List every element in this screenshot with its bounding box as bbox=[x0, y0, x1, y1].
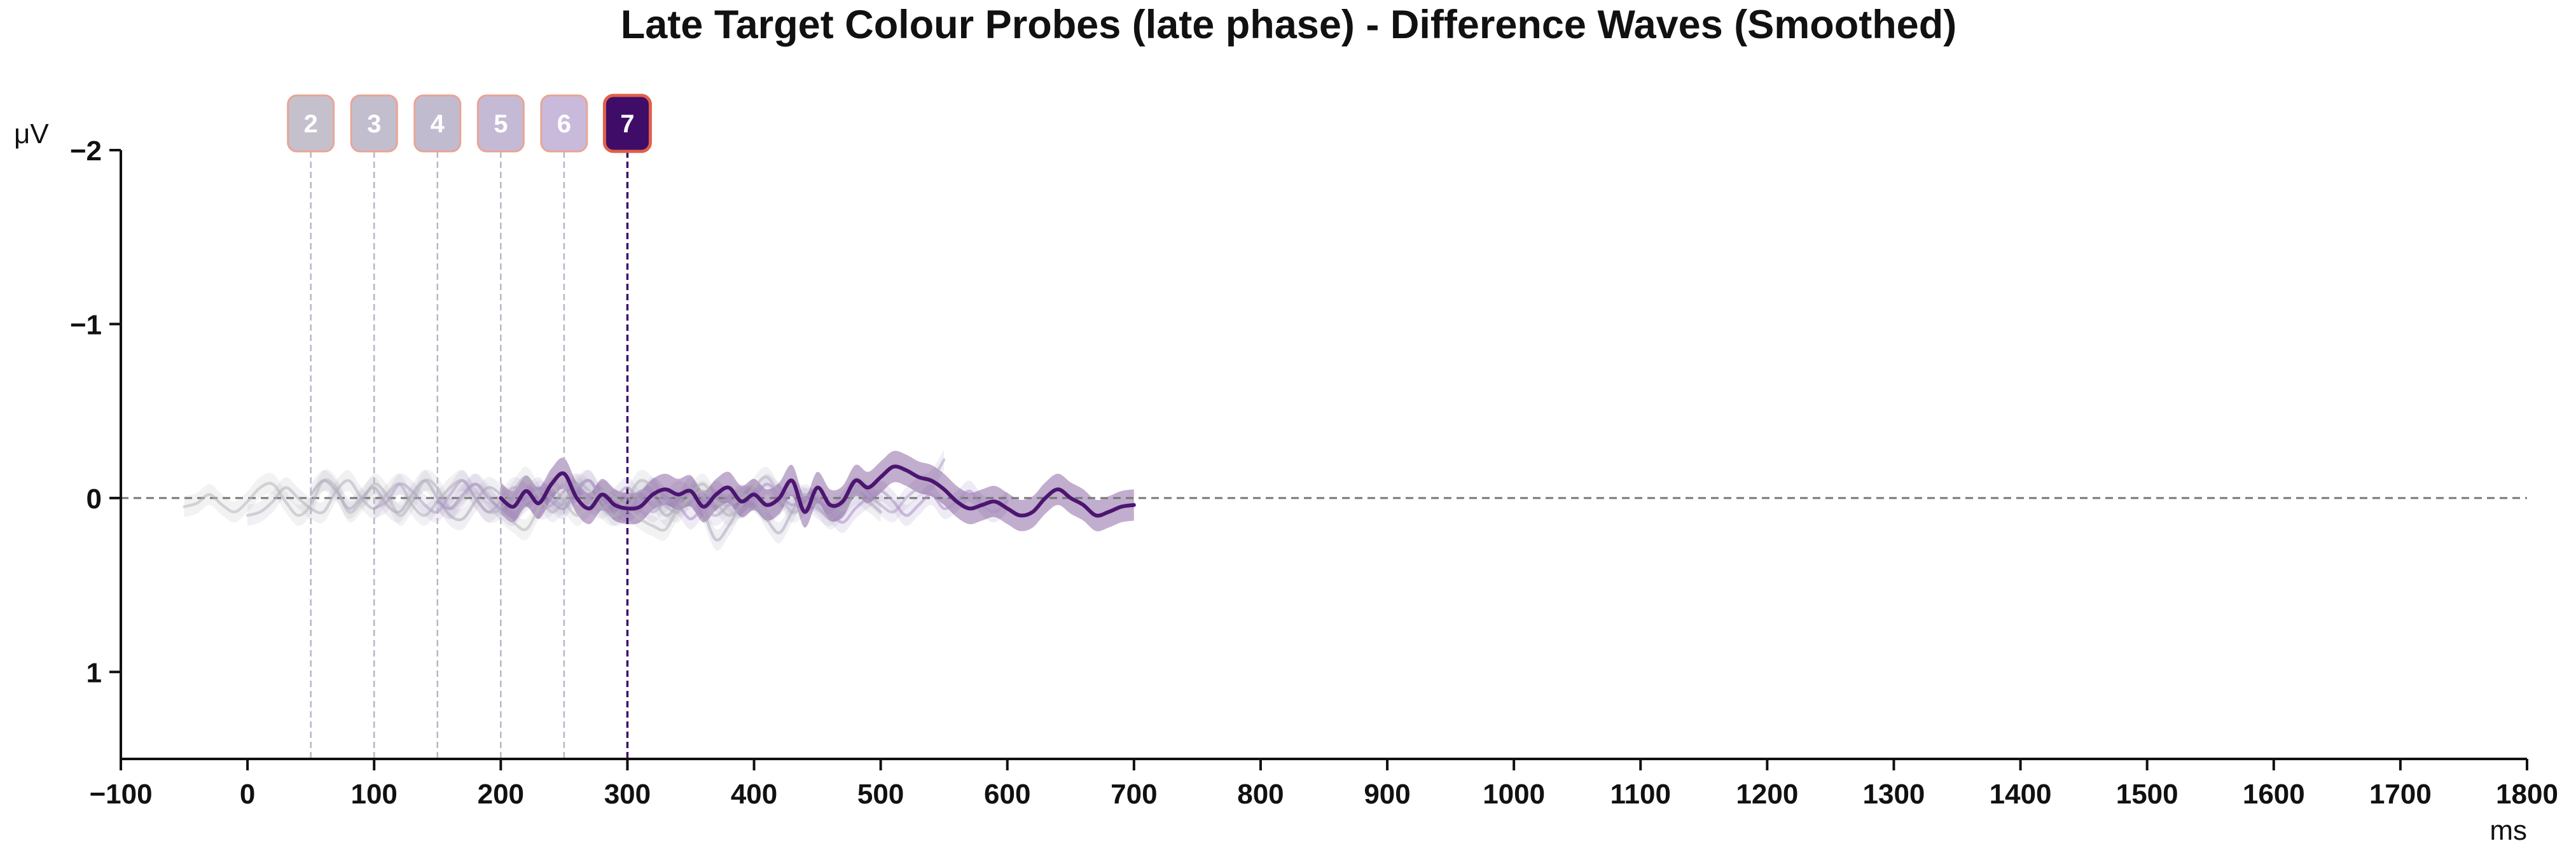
probe-marker-badge bbox=[413, 94, 462, 153]
probe-marker-badge bbox=[602, 94, 652, 153]
series-line bbox=[436, 479, 1009, 524]
probe-marker-badge bbox=[540, 94, 588, 153]
series-band bbox=[501, 450, 1134, 532]
series-line bbox=[499, 464, 1136, 518]
x-tick-label: 700 bbox=[1111, 779, 1157, 810]
x-tick-label: 400 bbox=[731, 779, 777, 810]
x-tick-label: 200 bbox=[478, 779, 524, 810]
x-tick-label: −100 bbox=[89, 779, 152, 810]
x-ticks: −100 0 100 200 300 400 500 600 700 800 900 1000 1100… bbox=[89, 759, 2558, 810]
x-tick-label: 1800 bbox=[2496, 779, 2558, 810]
y-tick-label: 1 bbox=[87, 657, 102, 688]
x-tick-label: 1400 bbox=[1990, 779, 2052, 810]
probe-marker-label: 4 bbox=[431, 110, 445, 138]
series-band bbox=[374, 449, 945, 526]
y-unit-label: μV bbox=[14, 118, 49, 149]
series-lines bbox=[183, 458, 1136, 542]
series-band bbox=[184, 469, 754, 541]
x-tick-label: 1600 bbox=[2243, 779, 2305, 810]
y-tick-label: −2 bbox=[70, 136, 102, 167]
probe-marker-label: 3 bbox=[367, 110, 381, 138]
probe-marker-lines bbox=[310, 151, 629, 759]
x-unit-label: ms bbox=[2489, 815, 2527, 846]
x-tick-label: 1700 bbox=[2369, 779, 2432, 810]
y-tick-label: 0 bbox=[87, 483, 102, 515]
probe-marker-badge bbox=[476, 94, 525, 153]
probe-marker-label: 7 bbox=[620, 110, 634, 138]
x-tick-label: 1300 bbox=[1863, 779, 1925, 810]
x-tick-label: 1100 bbox=[1610, 779, 1671, 810]
x-tick-label: 300 bbox=[604, 779, 651, 810]
x-tick-label: 800 bbox=[1237, 779, 1284, 810]
axes bbox=[120, 150, 2527, 760]
y-ticks: −2 −1 0 1 bbox=[70, 136, 121, 688]
probe-marker-label: 6 bbox=[557, 110, 571, 138]
chart-title: Late Target Colour Probes (late phase) -… bbox=[621, 3, 1956, 47]
probe-marker-label: 5 bbox=[494, 110, 508, 138]
x-tick-label: 500 bbox=[857, 779, 904, 810]
x-tick-label: 1200 bbox=[1736, 779, 1798, 810]
probe-marker-badge bbox=[287, 94, 335, 153]
probe-marker-badges: 2 3 4 5 6 7 bbox=[287, 94, 652, 153]
x-tick-label: 100 bbox=[350, 779, 397, 810]
probe-marker-label: 2 bbox=[304, 110, 318, 138]
x-tick-label: 0 bbox=[240, 779, 255, 810]
y-tick-label: −1 bbox=[70, 309, 102, 340]
x-tick-label: 600 bbox=[984, 779, 1030, 810]
probe-marker-badge bbox=[350, 94, 398, 153]
x-tick-label: 900 bbox=[1364, 779, 1410, 810]
x-tick-label: 1500 bbox=[2116, 779, 2178, 810]
x-tick-label: 1000 bbox=[1483, 779, 1545, 810]
